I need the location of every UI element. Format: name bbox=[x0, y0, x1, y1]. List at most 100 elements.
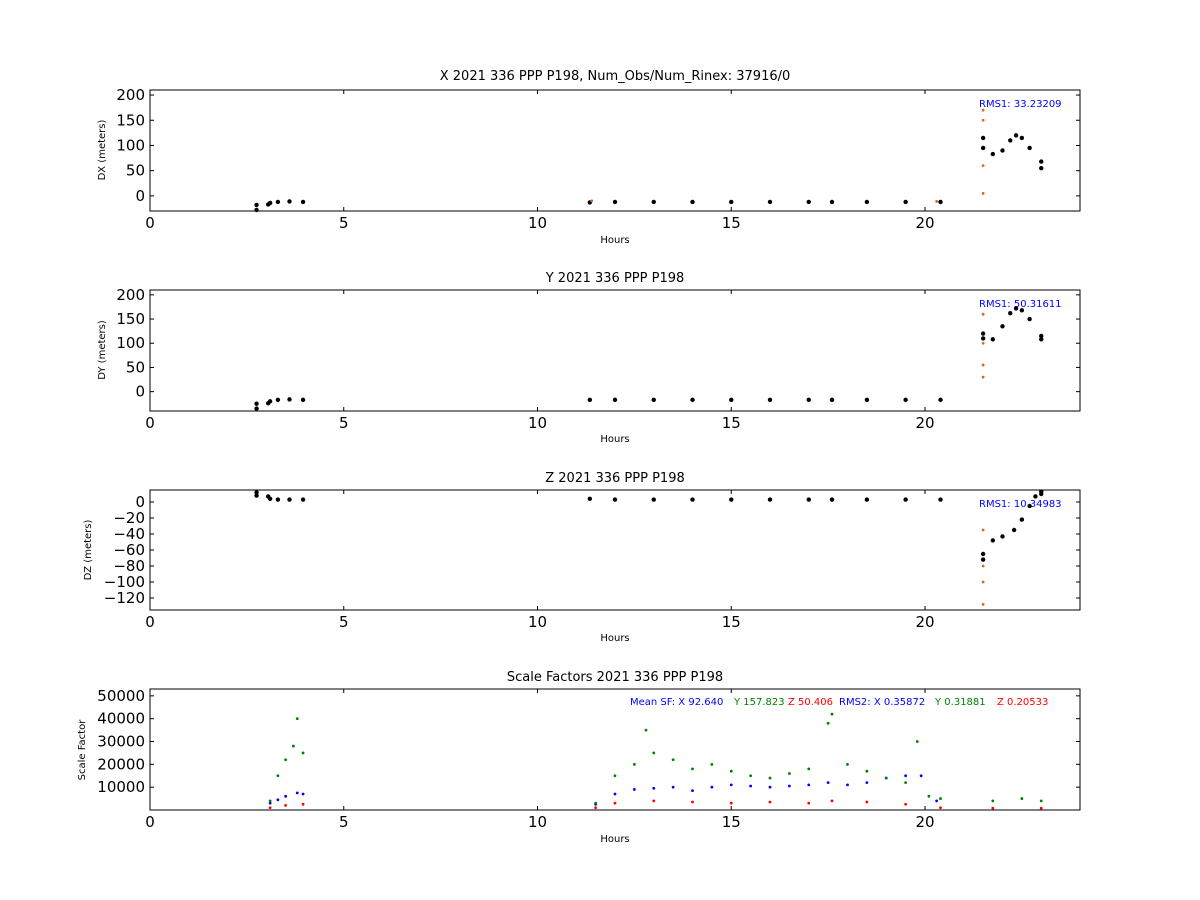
dx-black-point bbox=[1019, 135, 1025, 141]
dx-y-tick-label: 0 bbox=[135, 187, 145, 205]
scale-factor-y-point bbox=[939, 797, 942, 800]
dz-y-tick-label: −60 bbox=[113, 541, 145, 559]
scale-factor-x-point bbox=[904, 774, 908, 778]
dx-orange-point bbox=[590, 199, 594, 203]
scale-factor-x-point bbox=[749, 784, 753, 788]
dz-y-tick-label: −40 bbox=[113, 525, 145, 543]
mean-sf-y-annotation: Y 157.823 bbox=[733, 697, 785, 708]
scale-factor-z-point bbox=[594, 806, 598, 810]
dy-black-point bbox=[1013, 306, 1019, 311]
dz-orange-point bbox=[981, 528, 985, 532]
rms2-z-annotation: Z 0.20533 bbox=[997, 697, 1048, 708]
dz-black-point bbox=[1027, 503, 1032, 509]
scale-factor-y-point bbox=[632, 762, 636, 766]
scale-factor-x-point bbox=[826, 781, 830, 785]
scale-factor-y-point bbox=[846, 762, 849, 766]
scale-factor-x-point bbox=[632, 788, 636, 791]
dz-black-point bbox=[254, 493, 259, 498]
dx-black-point bbox=[729, 199, 734, 205]
scale-factor-y-point bbox=[301, 751, 305, 755]
dz-black-point bbox=[729, 497, 734, 502]
dy-panel-title: Y 2021 336 PPP P198 bbox=[545, 271, 685, 286]
scale-factor-y-tick-label: 40000 bbox=[97, 710, 145, 728]
scale-factor-x-point bbox=[729, 783, 733, 787]
dy-black-point bbox=[1000, 324, 1005, 329]
dy-x-axis-label: Hours bbox=[600, 434, 629, 445]
dx-black-point bbox=[287, 199, 292, 204]
dx-black-point bbox=[980, 145, 986, 151]
dz-x-axis-label: Hours bbox=[600, 633, 629, 644]
scale-factor-z-point bbox=[807, 801, 811, 805]
scale-factor-panel-title: Scale Factors 2021 336 PPP P198 bbox=[507, 670, 723, 685]
dz-black-point bbox=[1000, 534, 1005, 539]
dx-black-point bbox=[254, 207, 259, 213]
dx-x-tick-label: 15 bbox=[722, 214, 741, 232]
scale-factor-z-point bbox=[652, 799, 656, 803]
dy-black-point bbox=[767, 397, 773, 403]
dx-axes-frame bbox=[149, 89, 1081, 212]
scale-factor-y-tick-label: 50000 bbox=[97, 687, 145, 705]
dz-black-point bbox=[1019, 517, 1025, 522]
scale-factor-x-point bbox=[276, 798, 280, 802]
dy-black-point bbox=[1039, 333, 1044, 339]
dx-black-point bbox=[1013, 133, 1019, 138]
dy-black-point bbox=[1019, 308, 1025, 313]
scale-factor-x-point bbox=[301, 792, 305, 796]
scale-factor-y-point bbox=[594, 801, 598, 805]
dz-y-tick-label: −120 bbox=[104, 589, 145, 607]
scale-factor-y-point bbox=[671, 758, 675, 762]
dy-y-tick-label: 50 bbox=[126, 358, 145, 376]
dz-black-point bbox=[612, 497, 618, 502]
dz-black-point bbox=[938, 497, 943, 502]
dx-y-tick-label: 100 bbox=[116, 136, 145, 154]
scale-factor-x-point bbox=[691, 789, 694, 792]
scale-factor-y-point bbox=[644, 728, 648, 732]
scale-factor-y-point bbox=[787, 772, 791, 775]
scale-factor-y-point bbox=[276, 774, 280, 778]
dx-black-point bbox=[690, 199, 695, 205]
dy-x-tick-label: 10 bbox=[528, 414, 547, 432]
dz-black-point bbox=[767, 497, 773, 502]
scale-factor-x-point bbox=[268, 801, 272, 805]
dz-black-point bbox=[864, 497, 870, 502]
dy-y-axis-label: DY (meters) bbox=[97, 320, 108, 380]
dx-black-point bbox=[864, 199, 870, 205]
scale-factor-axes-frame bbox=[149, 688, 1081, 811]
scale-factor-x-point bbox=[919, 774, 923, 778]
scale-factor-y-point bbox=[729, 769, 733, 773]
dx-black-point bbox=[1027, 145, 1032, 151]
dx-rms-annotation: RMS1: 33.23209 bbox=[979, 99, 1062, 110]
dy-y-tick-label: 200 bbox=[116, 286, 145, 304]
dx-black-point bbox=[990, 151, 996, 157]
dx-orange-point bbox=[981, 108, 985, 112]
scale-factor-y-point bbox=[768, 776, 772, 780]
dy-x-tick-label: 0 bbox=[145, 414, 155, 432]
scale-factor-x-tick-label: 20 bbox=[915, 813, 934, 831]
scale-factor-y-point bbox=[652, 751, 656, 755]
dy-black-point bbox=[612, 397, 618, 403]
dz-x-tick-label: 5 bbox=[339, 613, 349, 631]
dy-orange-point bbox=[981, 363, 985, 367]
scale-factor-y-point bbox=[991, 799, 995, 803]
scale-factor-z-point bbox=[1039, 806, 1043, 810]
dz-orange-point bbox=[981, 564, 985, 568]
rms2-y-annotation: Y 0.31881 bbox=[934, 697, 986, 708]
dy-axes-frame bbox=[149, 289, 1081, 412]
scale-factor-x-point bbox=[671, 785, 675, 789]
scale-factor-x-point bbox=[865, 781, 869, 785]
scale-factor-y-point bbox=[927, 794, 931, 798]
dz-panel: Z 2021 336 PPP P198 Hours DZ (meters) RM… bbox=[83, 471, 1081, 644]
scale-factor-z-point bbox=[729, 801, 733, 805]
dx-black-point bbox=[1008, 138, 1013, 143]
dz-y-axis-label: DZ (meters) bbox=[83, 519, 94, 580]
dy-black-point bbox=[254, 406, 259, 411]
scale-factor-y-tick-label: 30000 bbox=[97, 733, 145, 751]
dy-y-tick-label: 150 bbox=[116, 310, 145, 328]
dx-y-axis-label: DX (meters) bbox=[97, 119, 108, 180]
dy-black-point bbox=[1008, 311, 1013, 316]
scale-factor-y-point bbox=[830, 712, 834, 716]
scale-factor-y-point bbox=[291, 744, 295, 748]
dx-panel-title: X 2021 336 PPP P198, Num_Obs/Num_Rinex: … bbox=[440, 69, 791, 84]
